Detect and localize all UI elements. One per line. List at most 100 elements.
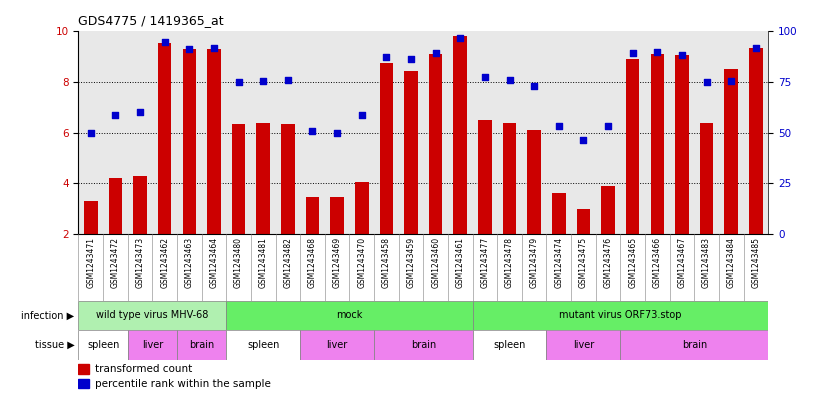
Bar <box>355 182 368 234</box>
Text: infection ▶: infection ▶ <box>21 310 74 320</box>
Text: GSM1243472: GSM1243472 <box>111 237 120 288</box>
Bar <box>232 124 245 234</box>
Bar <box>552 193 566 234</box>
Bar <box>651 54 664 234</box>
Bar <box>133 176 147 234</box>
Text: GSM1243470: GSM1243470 <box>357 237 366 288</box>
Point <box>109 112 122 118</box>
Bar <box>84 201 97 234</box>
Text: brain: brain <box>189 340 214 350</box>
Text: GSM1243482: GSM1243482 <box>283 237 292 288</box>
Bar <box>626 59 639 234</box>
Bar <box>749 48 762 234</box>
Bar <box>78 301 226 330</box>
Text: GSM1243471: GSM1243471 <box>86 237 95 288</box>
Bar <box>183 49 196 234</box>
Text: GSM1243460: GSM1243460 <box>431 237 440 288</box>
Point <box>528 83 541 89</box>
Point <box>405 56 418 62</box>
Point <box>281 76 294 83</box>
Point <box>257 78 270 84</box>
Point <box>478 74 491 80</box>
Bar <box>306 197 320 234</box>
Text: GDS4775 / 1419365_at: GDS4775 / 1419365_at <box>78 15 224 28</box>
Point <box>84 129 97 136</box>
Text: GSM1243483: GSM1243483 <box>702 237 711 288</box>
Text: GSM1243481: GSM1243481 <box>259 237 268 288</box>
Text: GSM1243480: GSM1243480 <box>234 237 243 288</box>
Text: spleen: spleen <box>493 340 525 350</box>
Bar <box>527 130 541 234</box>
Text: wild type virus MHV-68: wild type virus MHV-68 <box>96 310 208 320</box>
Text: transformed count: transformed count <box>95 364 192 374</box>
Text: percentile rank within the sample: percentile rank within the sample <box>95 378 271 389</box>
Point <box>158 39 171 45</box>
Point <box>724 78 738 84</box>
Text: liver: liver <box>142 340 163 350</box>
Point <box>134 109 147 116</box>
Text: GSM1243467: GSM1243467 <box>677 237 686 288</box>
Point <box>700 79 713 85</box>
Text: GSM1243484: GSM1243484 <box>727 237 736 288</box>
Point <box>207 45 221 51</box>
Bar <box>675 55 689 234</box>
Bar <box>429 54 443 234</box>
Bar <box>78 364 89 374</box>
Bar <box>620 330 768 360</box>
Bar <box>330 197 344 234</box>
Text: GSM1243464: GSM1243464 <box>210 237 218 288</box>
Point <box>380 53 393 60</box>
Text: GSM1243474: GSM1243474 <box>554 237 563 288</box>
Bar <box>78 330 128 360</box>
Bar <box>374 330 472 360</box>
Text: spleen: spleen <box>87 340 119 350</box>
Text: brain: brain <box>411 340 436 350</box>
Point <box>330 129 344 136</box>
Bar <box>256 123 270 234</box>
Text: GSM1243473: GSM1243473 <box>135 237 145 288</box>
Bar <box>472 330 547 360</box>
Bar <box>226 301 472 330</box>
Text: GSM1243468: GSM1243468 <box>308 237 317 288</box>
Text: brain: brain <box>681 340 707 350</box>
Text: GSM1243475: GSM1243475 <box>579 237 588 288</box>
Bar <box>478 120 491 234</box>
Point <box>651 48 664 55</box>
Point <box>232 79 245 85</box>
Bar <box>472 301 768 330</box>
Bar <box>207 49 221 234</box>
Text: tissue ▶: tissue ▶ <box>35 340 74 350</box>
Bar <box>128 330 177 360</box>
Text: GSM1243485: GSM1243485 <box>752 237 761 288</box>
Bar <box>281 124 295 234</box>
Point <box>355 112 368 118</box>
Bar <box>547 330 620 360</box>
Text: GSM1243479: GSM1243479 <box>529 237 539 288</box>
Text: GSM1243476: GSM1243476 <box>604 237 613 288</box>
Bar <box>177 330 226 360</box>
Bar <box>700 123 714 234</box>
Point <box>429 50 442 56</box>
Bar <box>404 71 418 234</box>
Bar <box>158 43 172 234</box>
Point <box>553 123 566 129</box>
Bar <box>109 178 122 234</box>
Text: GSM1243478: GSM1243478 <box>505 237 514 288</box>
Bar <box>503 123 516 234</box>
Text: mutant virus ORF73.stop: mutant virus ORF73.stop <box>559 310 681 320</box>
Point <box>577 137 590 143</box>
Text: GSM1243462: GSM1243462 <box>160 237 169 288</box>
Bar <box>226 330 300 360</box>
Point <box>453 35 467 41</box>
Point <box>749 45 762 51</box>
Point <box>503 76 516 83</box>
Text: liver: liver <box>326 340 348 350</box>
Text: GSM1243461: GSM1243461 <box>456 237 465 288</box>
Point <box>676 52 689 59</box>
Text: liver: liver <box>572 340 594 350</box>
Text: GSM1243458: GSM1243458 <box>382 237 391 288</box>
Point <box>306 128 319 134</box>
Text: GSM1243466: GSM1243466 <box>653 237 662 288</box>
Bar <box>601 186 615 234</box>
Bar <box>453 37 467 234</box>
